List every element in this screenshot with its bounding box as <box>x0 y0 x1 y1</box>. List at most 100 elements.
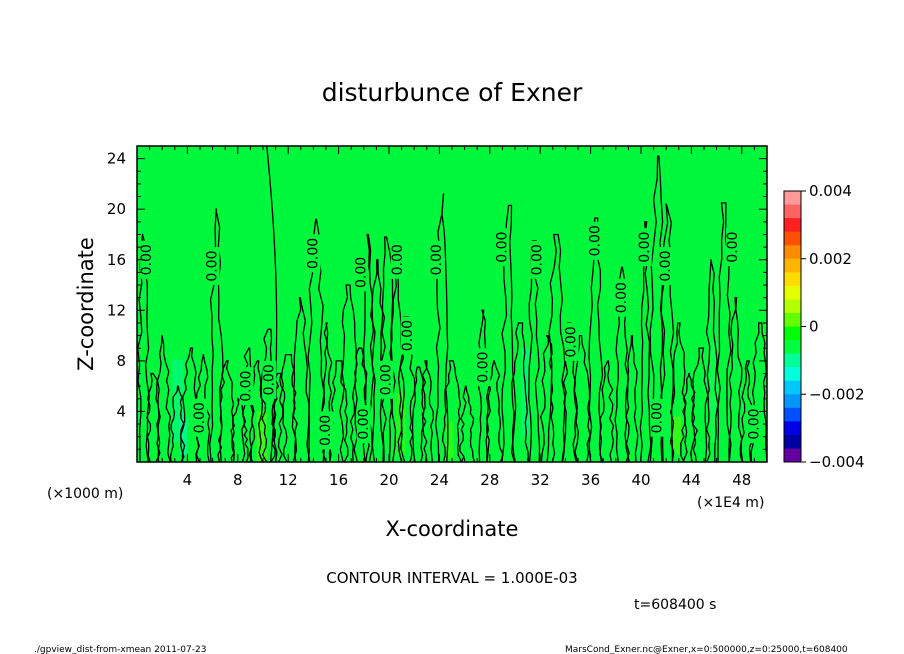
y-tick-label: 8 <box>116 352 126 370</box>
colorbar-swatch <box>784 245 801 260</box>
contour-label: 0.00 <box>725 232 741 263</box>
contour-label-bg <box>239 367 254 406</box>
colorbar-tick-label: −0.002 <box>809 385 865 403</box>
contour-line <box>511 322 530 463</box>
contour-line <box>690 347 711 463</box>
shading-patch <box>172 359 184 442</box>
x-tick-label: 40 <box>631 471 650 489</box>
x-tick-label: 8 <box>233 471 243 489</box>
x-tick-label: 44 <box>682 471 701 489</box>
contour-label: 0.00 <box>429 244 445 275</box>
x-tick-label: 24 <box>430 471 449 489</box>
contour-line <box>258 328 278 463</box>
colorbar: 0.004 0.002 0 −0.002 −0.004 <box>783 182 865 471</box>
shading-patch <box>179 417 188 456</box>
contour-label-bg <box>193 398 207 437</box>
z-unit-label: (×1000 m) <box>47 486 123 502</box>
contour-line <box>599 360 615 463</box>
contour-label: 0.00 <box>564 326 580 357</box>
chart-title: disturbunce of Exner <box>322 78 583 107</box>
x-tick-label: 12 <box>279 471 298 489</box>
contour-label: 0.00 <box>658 250 674 281</box>
x-unit-label: (×1E4 m) <box>697 495 764 511</box>
footer-left: ./gpview_dist-from-xmean 2011-07-23 <box>34 645 206 654</box>
contour-line <box>588 217 604 463</box>
contour-line <box>362 233 376 463</box>
x-tick-label: 20 <box>379 471 398 489</box>
contour-label-bg <box>615 278 630 317</box>
contour-label: 0.00 <box>261 364 277 395</box>
contour-label: 0.00 <box>494 232 510 263</box>
contour-label-bg <box>588 221 603 260</box>
contour-label-bg <box>476 348 491 387</box>
contour-label: 0.00 <box>614 282 630 313</box>
contour-label: 0.00 <box>476 352 492 383</box>
contour-line <box>277 353 298 463</box>
plot-area: 0.00 0.00 0.00 0.00 0.00 0.00 0.00 0.00 0.00 0.00… <box>107 145 768 489</box>
contour-line <box>680 372 698 463</box>
contour-label-bg <box>429 240 444 279</box>
contour-line <box>546 233 566 463</box>
x-tick-label: 48 <box>732 471 751 489</box>
contour-line <box>669 322 688 463</box>
colorbar-swatch <box>784 394 801 409</box>
shading-patch <box>395 392 406 456</box>
x-axis: 4 8 12 16 20 24 28 32 36 40 44 48 <box>136 146 768 489</box>
colorbar-tick-label: 0.004 <box>809 182 852 200</box>
contour-line <box>248 360 268 463</box>
contour-label-bg <box>495 228 510 267</box>
contour-label: 0.00 <box>356 408 372 439</box>
contour-label-bg <box>530 240 545 279</box>
contour-line <box>459 385 476 463</box>
y-tick-label: 16 <box>107 251 126 269</box>
footer-right: MarsCond_Exner.nc@Exner,x=0:500000,z=0:2… <box>565 645 848 654</box>
colorbar-swatch <box>784 380 801 395</box>
contour-label: 0.00 <box>239 371 255 402</box>
contour-line <box>501 204 517 463</box>
colorbar-swatch <box>784 285 801 300</box>
contour-line <box>420 360 435 463</box>
contour-label-bg <box>659 247 674 286</box>
contour-label-bg <box>306 234 321 273</box>
contour-label: 0.00 <box>305 238 321 269</box>
colorbar-swatch <box>784 353 801 368</box>
colorbar-tick-label: 0.002 <box>809 250 852 268</box>
x-tick-label: 16 <box>329 471 348 489</box>
plot-background <box>137 146 767 462</box>
contour-line <box>155 334 172 463</box>
colorbar-swatch <box>784 312 801 327</box>
colorbar-swatch <box>784 299 801 314</box>
colorbar-tick-label: −0.004 <box>809 453 865 471</box>
contour-line <box>441 360 463 463</box>
contour-line <box>339 284 359 463</box>
contour-label: 0.00 <box>192 402 208 433</box>
contour-label-bg <box>564 322 579 361</box>
shading-patch <box>256 411 267 462</box>
y-tick-label: 20 <box>107 200 126 218</box>
contour-label-bg <box>140 240 155 279</box>
y-tick-label: 4 <box>116 402 126 420</box>
contour-label: 0.00 <box>378 364 394 395</box>
contour-label-bg <box>390 240 405 279</box>
contour-line <box>266 145 278 463</box>
colorbar-swatch <box>784 448 801 463</box>
contour-label: 0.00 <box>318 415 334 446</box>
shading-patch <box>672 416 682 455</box>
contour-label-bg <box>262 360 277 399</box>
contour-label: 0.00 <box>588 225 604 256</box>
contour-label: 0.00 <box>637 232 653 263</box>
colorbar-swatch <box>784 231 801 246</box>
colorbar-swatch <box>784 340 801 355</box>
colorbar-swatch <box>784 421 801 436</box>
contour-line <box>614 266 630 463</box>
contour-label-bg <box>356 405 371 444</box>
y-tick-label: 12 <box>107 301 126 319</box>
colorbar-swatch <box>784 258 801 273</box>
contour-line <box>728 297 744 463</box>
contour-label-bg <box>379 360 394 399</box>
contour-line <box>477 309 490 463</box>
colorbar-swatch <box>784 326 801 341</box>
x-axis-label: X-coordinate <box>386 517 519 541</box>
colorbar-swatch <box>784 367 801 382</box>
